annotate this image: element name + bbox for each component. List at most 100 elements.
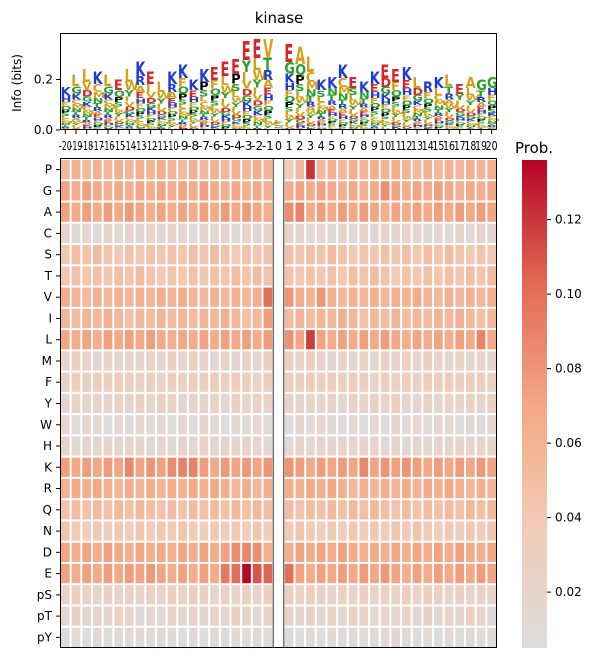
row-label-T: T: [44, 269, 53, 283]
heatmap-cell: [167, 500, 177, 520]
heatmap-cell: [114, 457, 123, 477]
heatmap-cell: [306, 181, 315, 201]
logo-letter: F: [412, 127, 421, 129]
heatmap-cell: [156, 415, 166, 435]
logo-x-tick-label: 14: [422, 139, 434, 153]
heatmap-cell: [412, 181, 422, 201]
heatmap-cell: [455, 308, 465, 329]
heatmap-cell: [263, 245, 273, 265]
heatmap-cell: [263, 202, 273, 222]
heatmap-cell: [348, 542, 358, 562]
heatmap-cell: [476, 457, 486, 477]
heatmap-cell: [231, 245, 241, 265]
heatmap-cell: [327, 393, 337, 414]
logo-letter: K: [199, 66, 210, 86]
heatmap-cell: [476, 521, 486, 541]
heatmap-cell: [210, 627, 219, 647]
logo-letter: E: [82, 124, 91, 127]
logo-letter: T: [93, 103, 102, 110]
heatmap-cell: [210, 308, 219, 329]
heatmap-cell: [338, 202, 347, 222]
heatmap-cell: [156, 563, 166, 584]
heatmap-cell: [231, 606, 241, 626]
heatmap-cell: [295, 627, 305, 647]
row-label-pS: pS: [37, 588, 52, 602]
heatmap-cell: [135, 330, 145, 350]
heatmap-cell: [156, 287, 166, 307]
heatmap-cell: [434, 160, 443, 180]
heatmap-cell: [306, 308, 315, 329]
logo-letter: E: [359, 111, 368, 116]
logo-x-tick-label: 9: [371, 139, 378, 153]
heatmap-cell: [306, 457, 315, 477]
heatmap-cell: [92, 330, 102, 350]
logo-letter: S: [455, 126, 464, 128]
heatmap-cell: [188, 181, 198, 201]
logo-letter: Q: [434, 125, 445, 128]
logo-letter: K: [284, 71, 295, 86]
heatmap-cell: [135, 372, 145, 392]
heatmap-cell: [412, 223, 422, 244]
heatmap-cell: [434, 202, 443, 222]
logo-letter: A: [444, 98, 454, 106]
heatmap-cell: [327, 478, 337, 499]
heatmap-cell: [252, 436, 262, 456]
logo-letter: G: [210, 124, 221, 127]
logo-letter: H: [82, 127, 93, 130]
heatmap-cell: [114, 393, 123, 414]
heatmap-cell: [263, 478, 273, 499]
heatmap-cell: [188, 202, 198, 222]
heatmap-cell: [103, 308, 113, 329]
logo-letter: Y: [219, 91, 230, 101]
heatmap-cell: [306, 202, 315, 222]
heatmap-cell: [124, 415, 134, 435]
logo-letter: C: [274, 127, 284, 128]
heatmap-cell: [348, 478, 358, 499]
heatmap-cell: [124, 330, 134, 350]
heatmap-cell: [146, 351, 155, 371]
heatmap-cell: [71, 521, 81, 541]
heatmap-cell: [316, 308, 326, 329]
heatmap-cell: [455, 160, 465, 180]
heatmap-cell: [242, 330, 251, 350]
heatmap-cell: [423, 223, 433, 244]
heatmap-cell: [103, 181, 113, 201]
heatmap-cell: [210, 542, 219, 562]
heatmap-cell: [188, 372, 198, 392]
logo-letter: A: [476, 102, 486, 108]
logo-letter: E: [348, 75, 357, 92]
logo-letter: R: [370, 127, 380, 130]
logo-letter: G: [423, 126, 434, 129]
heatmap-cell: [370, 478, 379, 499]
logo-letter: K: [327, 75, 338, 92]
heatmap-cell: [178, 627, 187, 647]
logo-letter: D: [402, 126, 413, 129]
heatmap-cell: [370, 606, 379, 626]
logo-letter: W: [71, 120, 86, 124]
heatmap-cell: [412, 457, 422, 477]
heatmap-cell: [61, 160, 70, 180]
heatmap-cell: [316, 585, 326, 605]
heatmap-cell: [359, 457, 369, 477]
heatmap-cell: [284, 606, 294, 626]
logo-letter: N: [125, 122, 136, 126]
logo-letter: Q: [359, 119, 370, 123]
logo-letter: V: [71, 127, 82, 130]
row-label-I: I: [48, 311, 52, 325]
heatmap-cell: [167, 585, 177, 605]
heatmap-cell: [444, 563, 454, 584]
row-label-pT: pT: [37, 609, 53, 623]
heatmap-cell: [370, 330, 379, 350]
heatmap-cell: [252, 266, 262, 286]
heatmap-cell: [466, 223, 475, 244]
heatmap-cell: [242, 521, 251, 541]
logo-letter: Q: [167, 111, 178, 116]
logo-letter: N: [103, 108, 114, 114]
logo-letter: T: [338, 98, 348, 106]
heatmap-cell: [284, 181, 294, 201]
logo-letter: H: [359, 114, 370, 118]
logo-letter: L: [135, 118, 143, 123]
logo-letter: I: [231, 107, 236, 113]
heatmap-cell: [370, 351, 379, 371]
heatmap-cell: [103, 585, 113, 605]
